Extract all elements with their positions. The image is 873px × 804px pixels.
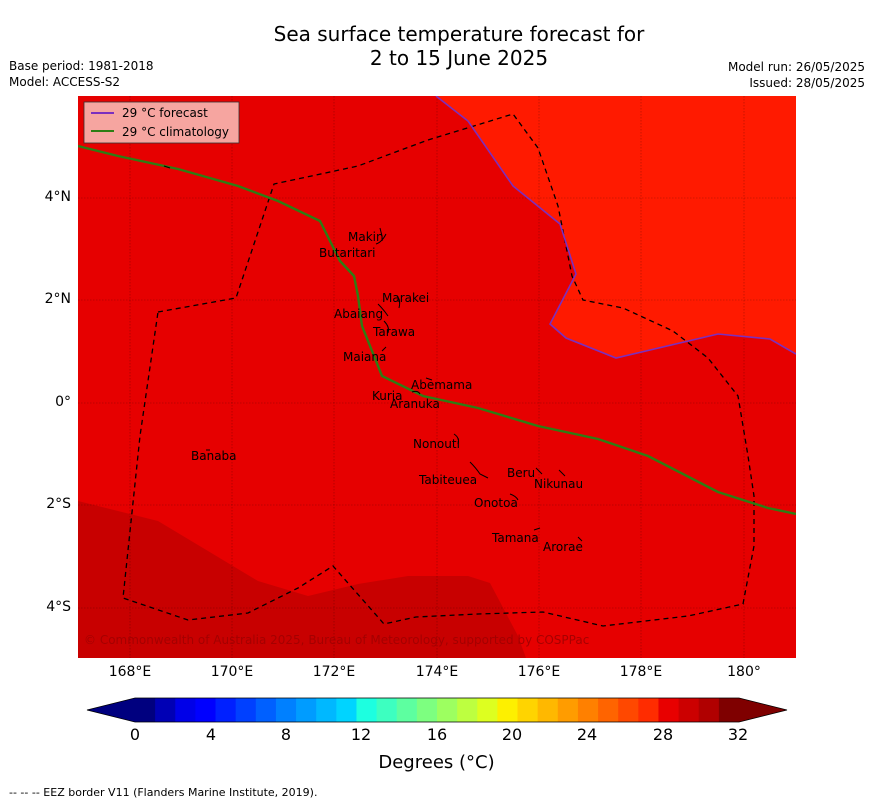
eez-border	[122, 113, 755, 627]
label-tarawa: Tarawa	[372, 325, 415, 339]
colorbar-tick: 4	[205, 725, 217, 744]
colorbar-cell	[598, 698, 619, 722]
eez-footnote: -- -- -- EEZ border V11 (Flanders Marine…	[9, 786, 318, 799]
label-nonouti: Nonouti	[413, 437, 460, 451]
label-tamana: Tamana	[491, 531, 539, 545]
lon-tick: 172°E	[312, 664, 356, 680]
colorbar-over-arrow	[739, 698, 787, 722]
lat-tick: 0°	[55, 394, 71, 410]
colorbar-tick: 32	[727, 725, 749, 744]
lat-tick: 2°S	[46, 496, 71, 512]
label-tabiteuea: Tabiteuea	[418, 473, 477, 487]
grid-lines	[78, 96, 796, 658]
label-banaba: Banaba	[191, 449, 237, 463]
sst-cool-region	[78, 501, 526, 658]
colorbar-cell	[618, 698, 639, 722]
lon-tick: 176°E	[517, 664, 561, 680]
label-marakei: Marakei	[382, 291, 429, 305]
issued-date: Issued: 28/05/2025	[749, 76, 865, 90]
lon-tick: 178°E	[619, 664, 663, 680]
label-beru: Beru	[507, 466, 535, 480]
colorbar-cell	[195, 698, 217, 722]
lon-tick: 170°E	[210, 664, 254, 680]
colorbar-cell	[517, 698, 539, 722]
colorbar-cell	[557, 698, 579, 722]
colorbar-cell	[577, 698, 599, 722]
colorbar-tick: 0	[129, 725, 141, 744]
colorbar-tick: 16	[426, 725, 448, 744]
lon-tick: 180°	[727, 664, 761, 680]
copyright-notice: © Commonwealth of Australia 2025, Bureau…	[84, 633, 589, 647]
climatology-29c-contour	[78, 144, 796, 516]
colorbar-cell	[356, 698, 378, 722]
colorbar-tick: 24	[576, 725, 598, 744]
place-labels: Makin Butaritari Marakei Abaiang Tarawa …	[191, 230, 583, 554]
label-butaritari: Butaritari	[319, 246, 376, 260]
colorbar-cell	[316, 698, 337, 722]
label-nikunau: Nikunau	[534, 477, 583, 491]
title-line-2: 2 to 15 June 2025	[369, 46, 549, 70]
label-arorae: Arorae	[543, 540, 583, 554]
colorbar-cell	[437, 698, 458, 722]
colorbar-outline	[86, 697, 788, 723]
label-aranuka: Aranuka	[390, 397, 440, 411]
legend-forecast-label: 29 °C forecast	[122, 106, 208, 120]
map-title: Sea surface temperature forecast for 2 t…	[0, 22, 873, 70]
colorbar-cell	[718, 698, 740, 722]
colorbar-cell	[537, 698, 559, 722]
colorbar-cell	[235, 698, 257, 722]
colorbar-under-arrow	[87, 698, 135, 722]
colorbar-cell	[175, 698, 196, 722]
model-run: Model run: 26/05/2025	[727, 60, 865, 74]
label-abaiang: Abaiang	[334, 307, 383, 321]
colorbar-cell	[477, 698, 498, 722]
run-info: Model run: 26/05/2025 Issued: 28/05/2025	[728, 59, 865, 91]
colorbar-cell	[275, 698, 297, 722]
colorbar-tick: 12	[350, 725, 372, 744]
label-makin: Makin	[348, 230, 384, 244]
colorbar-cell	[336, 698, 357, 722]
lat-tick: 4°S	[46, 599, 71, 615]
model-name: Model: ACCESS-S2	[9, 75, 121, 89]
colorbar-label: Degrees (°C)	[378, 752, 495, 773]
title-line-1: Sea surface temperature forecast for	[273, 22, 645, 46]
colorbar-cell	[678, 698, 700, 722]
legend: 29 °C forecast 29 °C climatology	[83, 101, 240, 144]
forecast-29c-contour	[435, 96, 796, 359]
colorbar-cell	[497, 698, 519, 722]
colorbar-cell	[155, 698, 176, 722]
lon-tick: 168°E	[108, 664, 152, 680]
atoll-outlines	[163, 165, 583, 542]
sst-warm-region	[436, 96, 796, 358]
lon-tick: 174°E	[415, 664, 459, 680]
label-onotoa: Onotoa	[474, 496, 518, 510]
sst-map: Makin Butaritari Marakei Abaiang Tarawa …	[78, 96, 796, 658]
model-info: Base period: 1981-2018 Model: ACCESS-S2	[9, 58, 154, 90]
colorbar-cell	[698, 698, 720, 722]
colorbar-cell	[396, 698, 418, 722]
colorbar-tick: 28	[652, 725, 674, 744]
base-period: Base period: 1981-2018	[9, 59, 154, 73]
label-kuria: Kuria	[372, 389, 403, 403]
colorbar-tick: 20	[501, 725, 523, 744]
legend-climatology-label: 29 °C climatology	[122, 125, 229, 139]
colorbar-cell	[416, 698, 438, 722]
colorbar-cell	[215, 698, 237, 722]
colorbar-cell	[135, 698, 156, 722]
colorbar-cell	[638, 698, 659, 722]
colorbar-cell	[658, 698, 680, 722]
lat-tick: 2°N	[44, 291, 71, 307]
colorbar-cell	[376, 698, 398, 722]
label-abemama: Abemama	[411, 378, 472, 392]
colorbar-cell	[255, 698, 277, 722]
colorbar-tick: 8	[280, 725, 292, 744]
colorbar-cell	[296, 698, 317, 722]
label-maiana: Maiana	[343, 350, 386, 364]
colorbar	[86, 697, 788, 723]
lat-tick: 4°N	[44, 189, 71, 205]
colorbar-cell	[457, 698, 478, 722]
